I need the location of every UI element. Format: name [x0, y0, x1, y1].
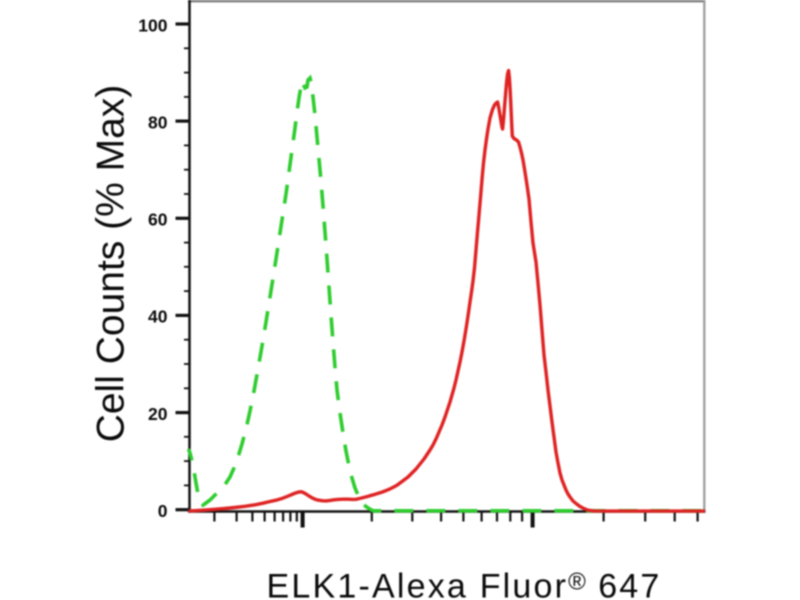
svg-text:0: 0	[158, 501, 168, 521]
svg-text:ELK1-Alexa Fluor® 647: ELK1-Alexa Fluor® 647	[267, 567, 662, 600]
svg-text:Cell Counts (% Max): Cell Counts (% Max)	[90, 85, 133, 443]
svg-text:60: 60	[148, 210, 168, 230]
svg-text:100: 100	[138, 15, 167, 35]
svg-text:20: 20	[148, 404, 168, 424]
svg-text:80: 80	[148, 113, 168, 133]
svg-text:40: 40	[148, 307, 168, 327]
